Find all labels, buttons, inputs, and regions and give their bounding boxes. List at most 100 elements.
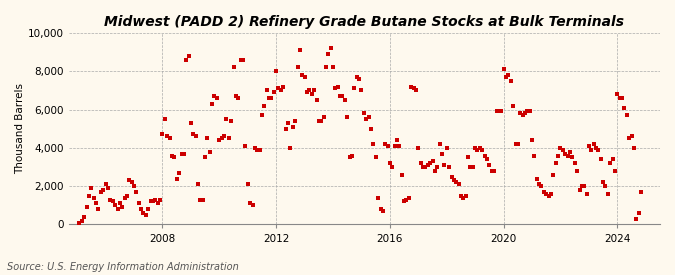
Point xyxy=(122,194,132,198)
Point xyxy=(330,86,341,91)
Point xyxy=(589,142,599,146)
Point xyxy=(214,138,225,142)
Text: Source: U.S. Energy Information Administration: Source: U.S. Energy Information Administ… xyxy=(7,262,238,272)
Point xyxy=(631,216,642,221)
Point xyxy=(283,121,294,125)
Point xyxy=(145,199,156,204)
Point xyxy=(155,197,165,202)
Point xyxy=(238,57,248,62)
Point xyxy=(313,119,324,123)
Point xyxy=(95,190,106,194)
Point xyxy=(226,119,237,123)
Point xyxy=(560,152,571,156)
Point xyxy=(517,113,528,117)
Point xyxy=(354,77,364,81)
Point xyxy=(387,165,398,169)
Point xyxy=(595,157,606,161)
Point xyxy=(569,161,580,165)
Point xyxy=(84,194,95,198)
Point xyxy=(498,67,509,72)
Point xyxy=(205,150,215,154)
Point xyxy=(242,182,253,186)
Point xyxy=(280,126,291,131)
Point xyxy=(614,96,625,100)
Point xyxy=(394,144,405,148)
Point xyxy=(626,134,637,139)
Point xyxy=(443,165,454,169)
Point xyxy=(406,84,416,89)
Point xyxy=(115,201,126,206)
Point xyxy=(212,96,223,100)
Point xyxy=(510,142,521,146)
Point xyxy=(278,84,289,89)
Point xyxy=(598,180,609,185)
Point xyxy=(207,101,217,106)
Point xyxy=(86,186,97,190)
Point xyxy=(219,134,230,139)
Point xyxy=(607,157,618,161)
Point xyxy=(261,88,272,93)
Point xyxy=(153,201,163,206)
Point xyxy=(576,184,587,188)
Point xyxy=(427,159,438,163)
Point xyxy=(493,109,504,114)
Point xyxy=(195,197,206,202)
Point xyxy=(288,125,298,129)
Point xyxy=(520,111,531,116)
Point xyxy=(98,188,109,192)
Point xyxy=(316,119,327,123)
Point xyxy=(508,103,518,108)
Point xyxy=(105,197,116,202)
Point xyxy=(446,174,457,179)
Point xyxy=(119,196,130,200)
Point xyxy=(506,79,516,83)
Point xyxy=(306,92,317,97)
Point xyxy=(167,153,178,158)
Point xyxy=(173,170,184,175)
Point xyxy=(202,136,213,141)
Point xyxy=(486,169,497,173)
Point xyxy=(541,192,551,196)
Point xyxy=(553,153,564,158)
Point xyxy=(423,163,433,167)
Point xyxy=(401,197,412,202)
Point xyxy=(131,190,142,194)
Point xyxy=(236,57,246,62)
Point xyxy=(186,121,196,125)
Point xyxy=(408,86,419,91)
Point xyxy=(333,84,344,89)
Point xyxy=(178,152,189,156)
Point xyxy=(377,209,388,213)
Point xyxy=(358,111,369,116)
Point xyxy=(619,105,630,110)
Point xyxy=(470,146,481,150)
Point xyxy=(379,142,390,146)
Point xyxy=(373,196,383,200)
Point xyxy=(522,109,533,114)
Point xyxy=(603,192,614,196)
Point xyxy=(290,119,300,123)
Point xyxy=(456,194,466,198)
Point xyxy=(503,73,514,77)
Point xyxy=(633,211,644,215)
Point xyxy=(491,109,502,114)
Point xyxy=(617,96,628,100)
Point xyxy=(164,136,175,141)
Point xyxy=(605,161,616,165)
Point xyxy=(228,65,239,70)
Point xyxy=(88,196,99,200)
Point xyxy=(460,194,471,198)
Point xyxy=(351,75,362,79)
Point xyxy=(636,190,647,194)
Title: Midwest (PADD 2) Refinery Grade Butane Stocks at Bulk Terminals: Midwest (PADD 2) Refinery Grade Butane S… xyxy=(105,15,624,29)
Point xyxy=(484,163,495,167)
Point xyxy=(365,126,376,131)
Point xyxy=(240,144,251,148)
Point xyxy=(244,201,255,206)
Point xyxy=(392,138,402,142)
Point xyxy=(515,111,526,116)
Point xyxy=(93,207,104,211)
Point xyxy=(363,115,374,119)
Point xyxy=(192,182,203,186)
Point xyxy=(221,117,232,121)
